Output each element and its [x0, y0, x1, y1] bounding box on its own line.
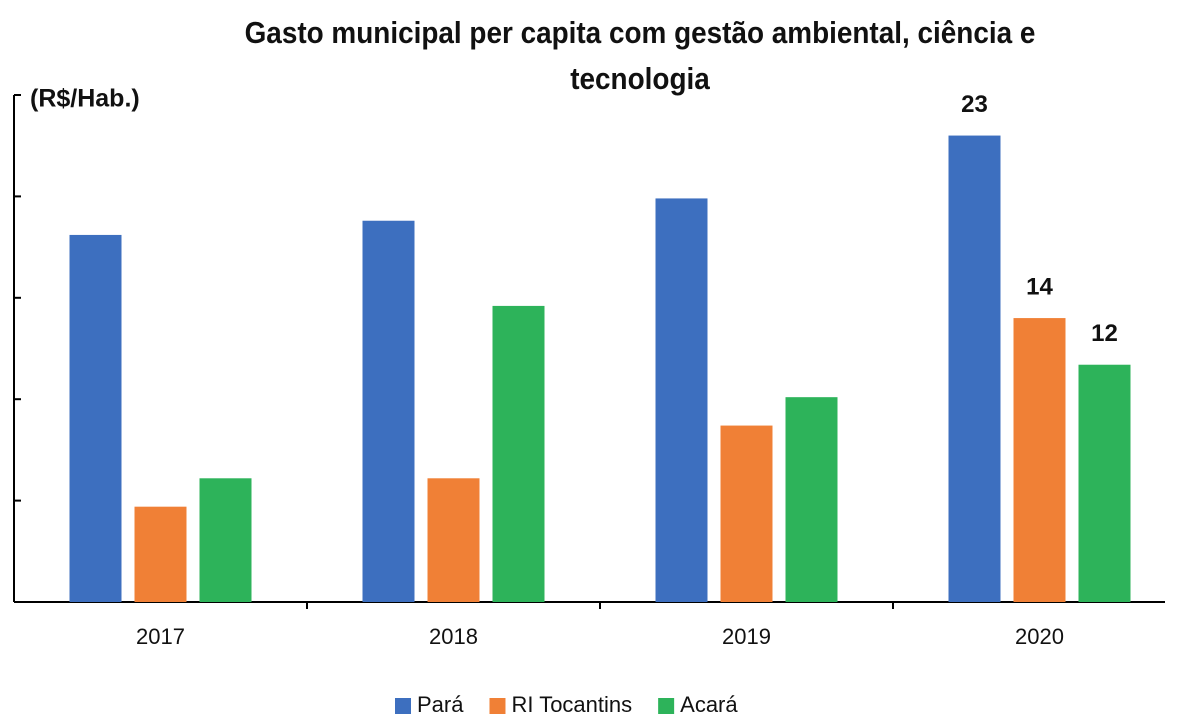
chart-title: Gasto municipal per capita com gestão am…: [244, 15, 1036, 96]
legend-label: RI Tocantins: [511, 692, 632, 717]
bar: [362, 220, 415, 602]
legend-label: Pará: [417, 692, 464, 717]
x-tick-label: 2018: [429, 624, 478, 649]
bar: [720, 425, 773, 602]
bar: [785, 397, 838, 602]
legend-swatch: [658, 698, 675, 714]
legend-swatch: [489, 698, 506, 714]
bar: [134, 506, 187, 602]
bar: [69, 234, 122, 602]
bar: [427, 478, 480, 602]
value-label: 14: [1026, 273, 1053, 300]
x-tick-label: 2017: [136, 624, 185, 649]
bar: [199, 478, 252, 602]
y-axis-label: (R$/Hab.): [30, 85, 140, 113]
value-label: 23: [961, 91, 988, 118]
bar: [492, 305, 545, 602]
bar: [1013, 318, 1066, 602]
value-label: 12: [1091, 320, 1118, 347]
bar: [1078, 364, 1131, 602]
x-tick-label: 2019: [722, 624, 771, 649]
legend-label: Acará: [680, 692, 738, 717]
bar: [948, 135, 1001, 602]
x-tick-label: 2020: [1015, 624, 1064, 649]
legend-swatch: [395, 698, 411, 714]
bar: [655, 198, 708, 603]
